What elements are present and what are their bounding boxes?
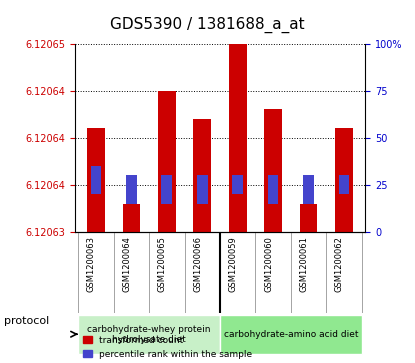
Text: GSM1200063: GSM1200063	[87, 236, 96, 292]
Text: carbohydrate-amino acid diet: carbohydrate-amino acid diet	[224, 330, 358, 339]
Bar	[339, 175, 349, 194]
Text: GSM1200059: GSM1200059	[229, 236, 238, 292]
Text: GSM1200062: GSM1200062	[335, 236, 344, 292]
Bar	[197, 175, 208, 204]
FancyBboxPatch shape	[78, 315, 220, 354]
Text: GDS5390 / 1381688_a_at: GDS5390 / 1381688_a_at	[110, 16, 305, 33]
Legend: transformed count, percentile rank within the sample: transformed count, percentile rank withi…	[79, 333, 256, 362]
Text: carbohydrate-whey protein
hydrolysate diet: carbohydrate-whey protein hydrolysate di…	[87, 325, 211, 344]
Bar	[264, 110, 282, 232]
Text: protocol: protocol	[4, 316, 49, 326]
Bar	[90, 166, 101, 194]
FancyBboxPatch shape	[220, 315, 361, 354]
Bar	[300, 204, 317, 232]
Bar	[268, 175, 278, 204]
Bar	[158, 91, 176, 232]
Bar	[229, 25, 247, 232]
Bar	[193, 119, 211, 232]
Text: GSM1200066: GSM1200066	[193, 236, 202, 292]
Bar	[87, 129, 105, 232]
Bar	[161, 175, 172, 204]
Text: GSM1200061: GSM1200061	[300, 236, 308, 292]
Bar	[122, 204, 140, 232]
Bar	[303, 175, 314, 204]
Text: GSM1200065: GSM1200065	[158, 236, 167, 292]
Text: GSM1200064: GSM1200064	[122, 236, 132, 292]
Bar	[335, 129, 353, 232]
Bar	[126, 175, 137, 204]
Bar	[232, 175, 243, 194]
Text: GSM1200060: GSM1200060	[264, 236, 273, 292]
